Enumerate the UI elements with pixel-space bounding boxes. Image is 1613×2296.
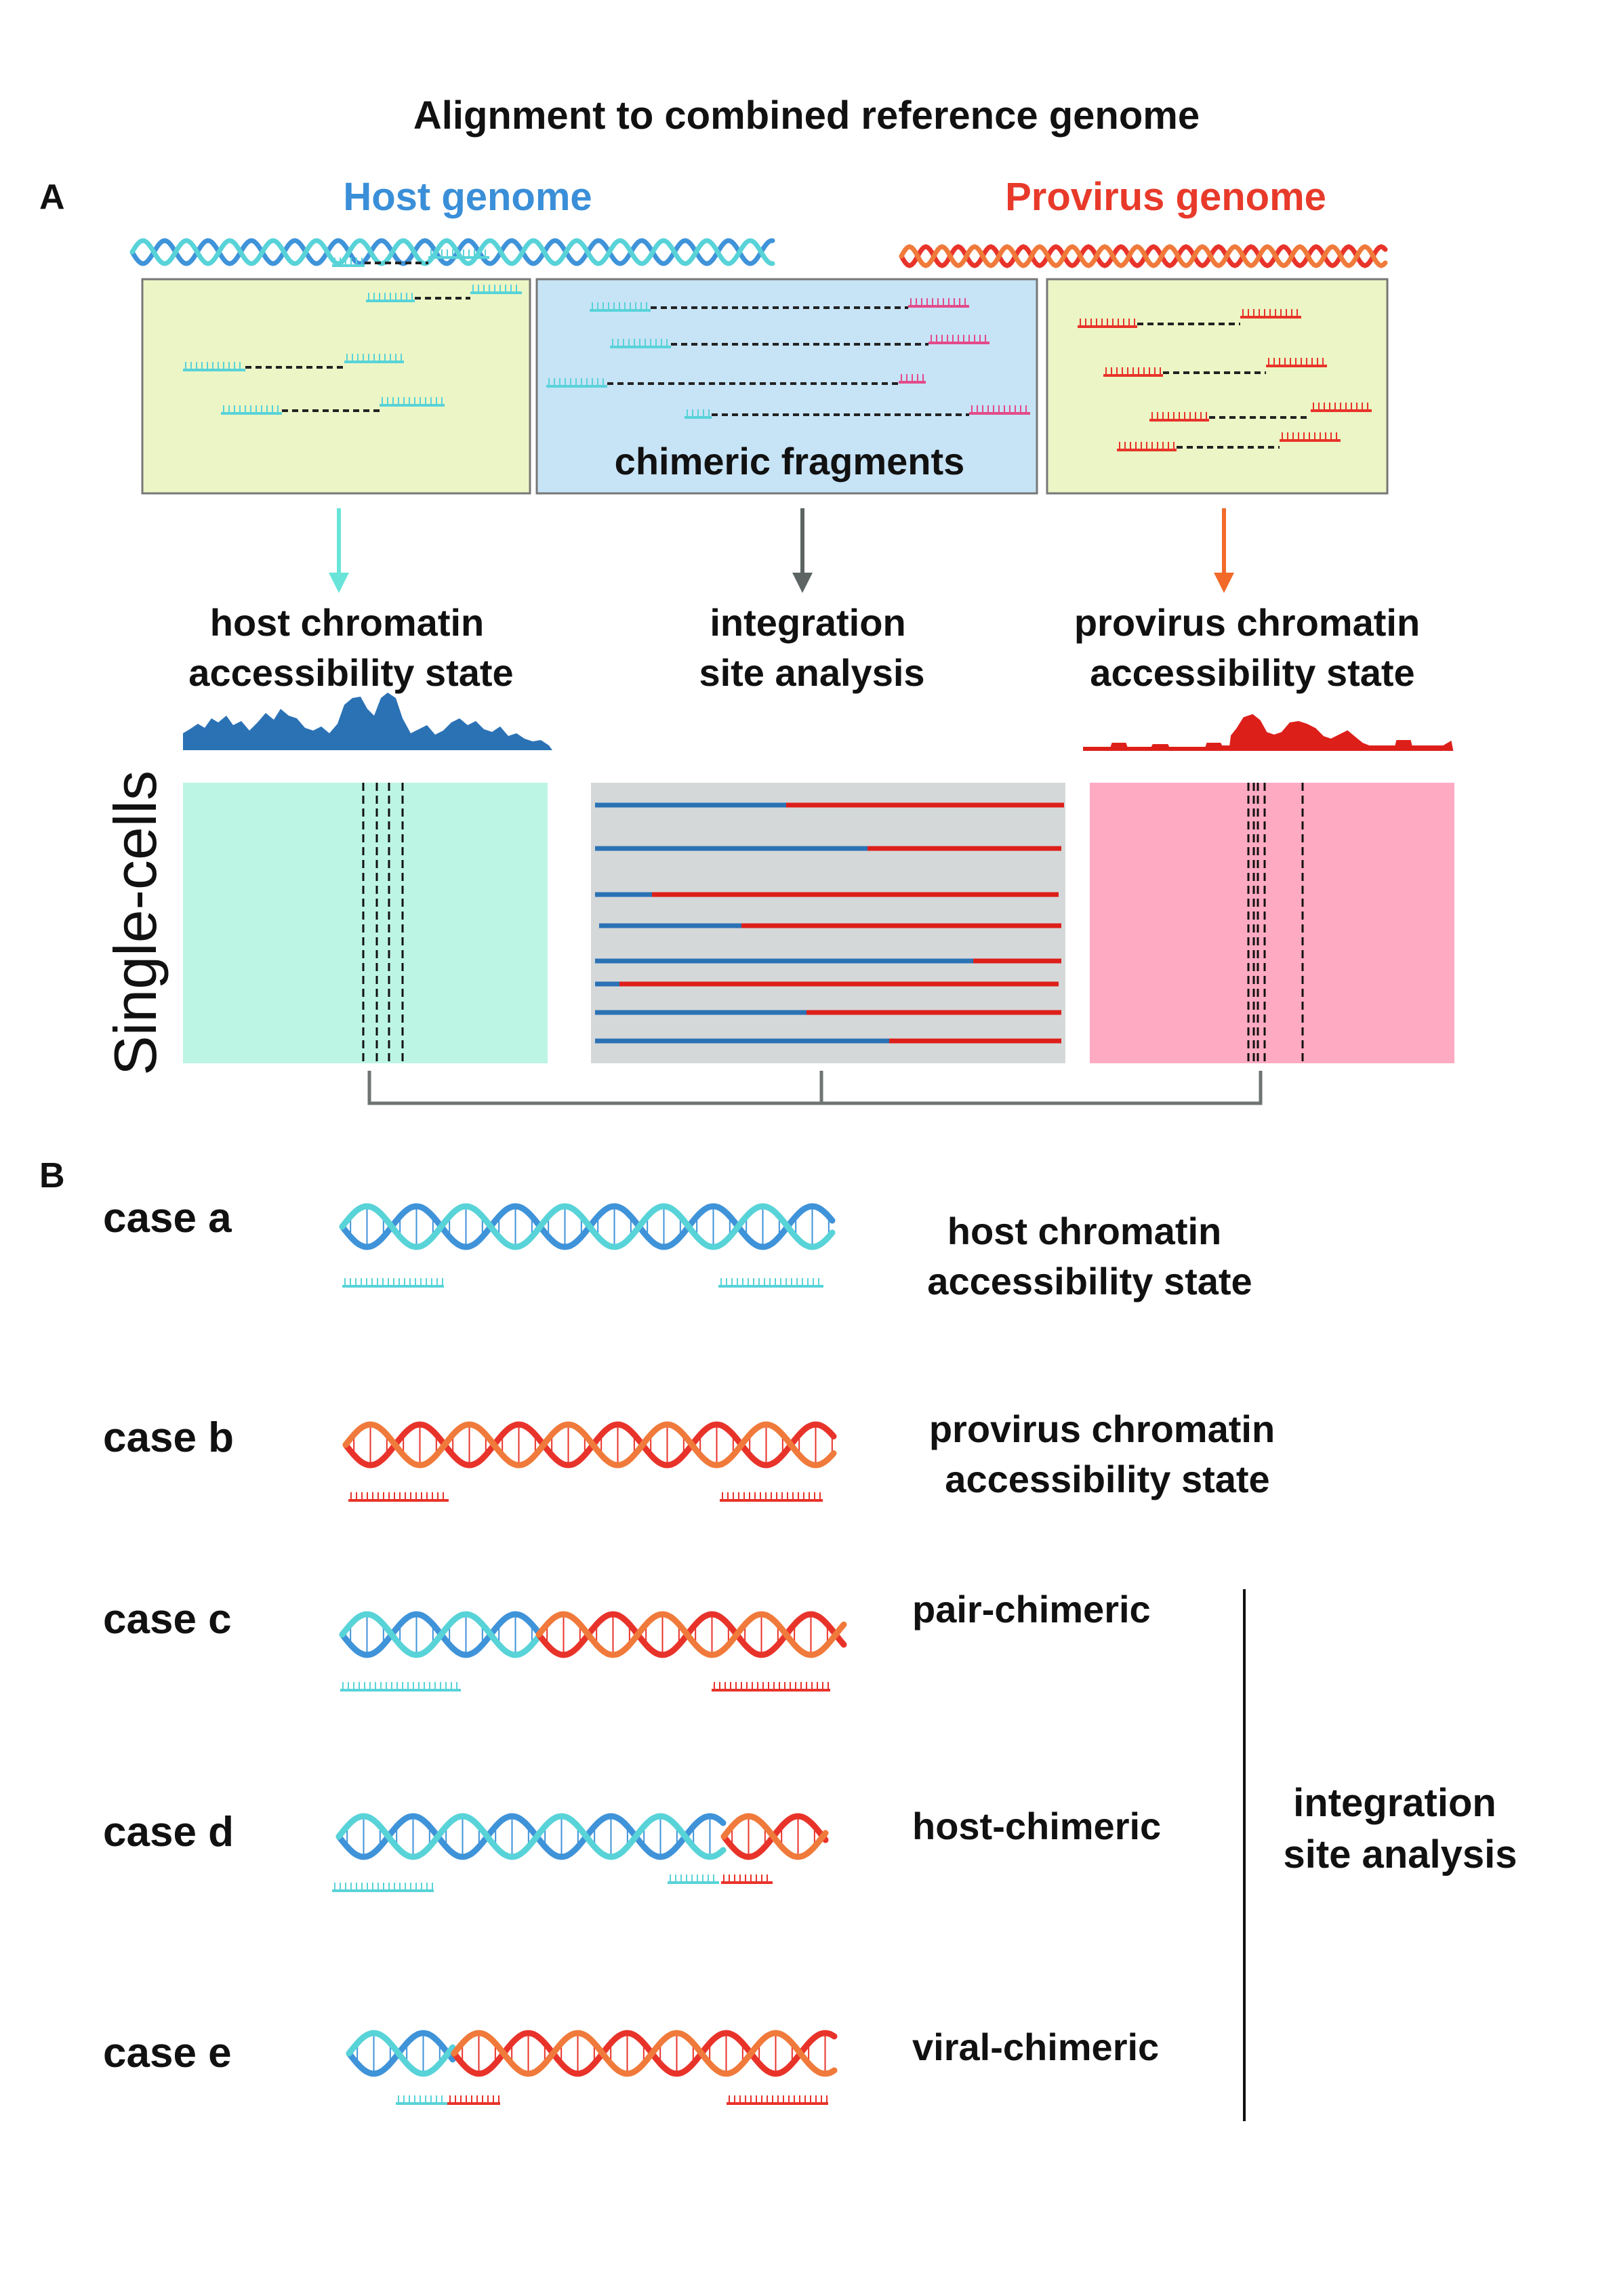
chimeric-fragments-label: chimeric fragments: [615, 440, 965, 483]
case-helices: [332, 1203, 847, 2105]
case-e-host-helix-strand-1: [346, 2030, 456, 2077]
case-b-helix-strand-1: [342, 1421, 837, 1469]
host-genome-title: Host genome: [343, 175, 592, 219]
host-accessibility-track: [183, 693, 552, 750]
case-a-helix-strand-1: [339, 1203, 836, 1250]
case-e-virus-helix-strand-1: [451, 2030, 838, 2077]
case-d-description: host-chimeric: [912, 1805, 1161, 1847]
integration-group-label-line2: site analysis: [1284, 1832, 1517, 1877]
case-d-host-helix-strand-2: [335, 1813, 727, 1860]
case-a-helix-strand-2: [339, 1203, 836, 1250]
chimeric-cell-reads: [595, 802, 1064, 1044]
case-c-description: pair-chimeric: [912, 1588, 1151, 1631]
case-d-label: case d: [103, 1809, 234, 1856]
provirus-single-cell-panel: [1090, 783, 1454, 1063]
provirus-state-label-line2: accessibility state: [1090, 651, 1414, 694]
panel-connector-bracket: [367, 1071, 1263, 1105]
figure-title: Alignment to combined reference genome: [413, 94, 1200, 138]
case-a-description-line2: accessibility state: [927, 1260, 1252, 1303]
integration-label-line2: site analysis: [699, 651, 924, 694]
case-c-label: case c: [103, 1596, 232, 1643]
integration-group-label-line1: integration: [1293, 1781, 1496, 1825]
case-e-label: case e: [103, 2030, 232, 2076]
host-cell-dashed-lines: [362, 783, 404, 1063]
host-fragments-box: [141, 278, 531, 495]
panel-a-label: A: [39, 178, 65, 217]
panel-b-label: B: [39, 1156, 65, 1195]
provirus-state-label-line1: provirus chromatin: [1074, 601, 1420, 644]
case-b-helix-strand-2: [342, 1421, 837, 1469]
integration-label-line1: integration: [710, 601, 905, 644]
case-e-virus-helix-strand-2: [451, 2030, 838, 2077]
case-c-virus-helix-strand-2: [535, 1611, 847, 1658]
case-b-description-line2: accessibility state: [945, 1458, 1269, 1500]
provirus-accessibility-track: [1083, 714, 1454, 751]
chimeric-fragments-box: [535, 278, 1038, 495]
single-cells-label: Single-cells: [102, 771, 169, 1075]
provirus-genome-title: Provirus genome: [1005, 175, 1326, 219]
case-d-host-helix-strand-1: [335, 1813, 727, 1860]
host-state-label-line2: accessibility state: [188, 651, 513, 694]
case-e-description: viral-chimeric: [912, 2026, 1159, 2068]
fragment-reads: [183, 249, 1372, 451]
virus-top-helix-strand-2: [899, 244, 1388, 268]
case-e-host-helix-strand-2: [346, 2030, 456, 2077]
case-d-virus-helix-strand-2: [720, 1813, 829, 1860]
case-b-label: case b: [103, 1414, 234, 1461]
provirus-genome-helix: [899, 244, 1388, 268]
host-top-helix-strand-1: [129, 238, 775, 266]
case-a-label: case a: [103, 1195, 232, 1242]
provirus-cell-dashed-lines: [1247, 783, 1304, 1063]
host-top-helix-strand-2: [129, 238, 775, 266]
case-b-description-line1: provirus chromatin: [929, 1408, 1275, 1450]
host-genome-helix: [129, 238, 775, 266]
chimeric-single-cell-panel: [591, 783, 1065, 1063]
host-single-cell-panel: [183, 783, 548, 1063]
case-a-description-line1: host chromatin: [947, 1210, 1221, 1252]
host-state-label-line1: host chromatin: [210, 601, 484, 644]
case-c-host-helix-strand-2: [339, 1611, 541, 1658]
provirus-fragments-box: [1046, 278, 1389, 495]
